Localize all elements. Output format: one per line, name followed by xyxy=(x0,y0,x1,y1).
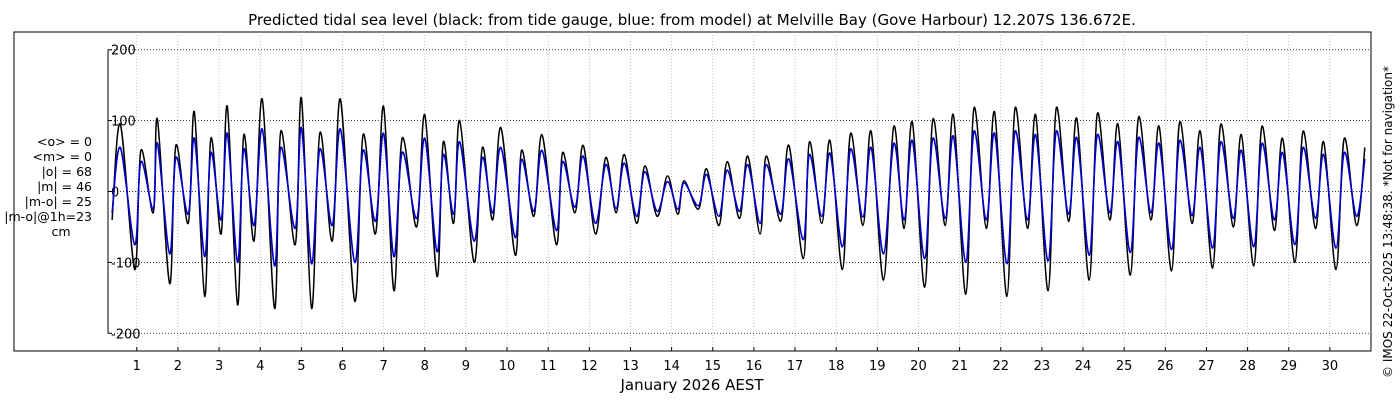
x-tick-label: 4 xyxy=(256,359,264,374)
stats-line: |o| = 68 xyxy=(42,164,92,179)
x-tick-label: 26 xyxy=(1157,359,1174,374)
x-tick-label: 23 xyxy=(1034,359,1051,374)
stats-box: <o> = 0<m> = 0|o| = 68|m| = 46|m-o| = 25… xyxy=(4,134,92,239)
stats-line: <o> = 0 xyxy=(37,134,92,149)
stats-line: |m| = 46 xyxy=(37,179,92,194)
stats-line: |m-o|@1h=23 xyxy=(4,209,92,224)
x-tick-label: 22 xyxy=(992,359,1009,374)
stats-line: |m-o| = 25 xyxy=(25,194,92,209)
x-tick-label: 13 xyxy=(622,359,639,374)
x-tick-label: 2 xyxy=(174,359,182,374)
y-tick-label: 200 xyxy=(111,44,136,59)
x-tick-label: 10 xyxy=(499,359,516,374)
x-tick-label: 7 xyxy=(379,359,387,374)
x-axis-label: January 2026 AEST xyxy=(620,376,765,394)
x-tick-label: 15 xyxy=(704,359,721,374)
x-tick-label: 20 xyxy=(910,359,927,374)
chart-title: Predicted tidal sea level (black: from t… xyxy=(248,11,1136,29)
x-tick-label: 17 xyxy=(787,359,804,374)
x-tick-label: 24 xyxy=(1075,359,1092,374)
y-tick-label: 0 xyxy=(111,186,119,201)
series-layer xyxy=(111,97,1366,310)
x-tick-label: 16 xyxy=(746,359,763,374)
stats-line: <m> = 0 xyxy=(33,149,93,164)
side-note: © IMOS 22-Oct-2025 13:48:38. *Not for na… xyxy=(1381,66,1395,378)
x-tick-label: 6 xyxy=(338,359,346,374)
x-tick-label: 29 xyxy=(1280,359,1297,374)
x-tick-label: 14 xyxy=(663,359,680,374)
model-series-line xyxy=(111,126,1366,267)
x-tick-label: 3 xyxy=(215,359,223,374)
x-tick-label: 12 xyxy=(581,359,598,374)
x-tick-label: 8 xyxy=(421,359,429,374)
x-tick-label: 30 xyxy=(1322,359,1339,374)
x-tick-label: 25 xyxy=(1116,359,1133,374)
x-tick-label: 18 xyxy=(828,359,845,374)
y-tick-label: -200 xyxy=(111,327,141,342)
x-tick-label: 1 xyxy=(133,359,141,374)
y-tick-label: 100 xyxy=(111,115,136,130)
x-tick-label: 27 xyxy=(1198,359,1215,374)
x-tick-label: 19 xyxy=(869,359,886,374)
stats-line: cm xyxy=(51,224,70,239)
x-tick-label: 21 xyxy=(951,359,968,374)
x-tick-label: 5 xyxy=(297,359,305,374)
x-tick-label: 11 xyxy=(540,359,557,374)
x-tick-label: 28 xyxy=(1239,359,1256,374)
x-tick-label: 9 xyxy=(462,359,470,374)
outer-frame xyxy=(13,31,1372,352)
